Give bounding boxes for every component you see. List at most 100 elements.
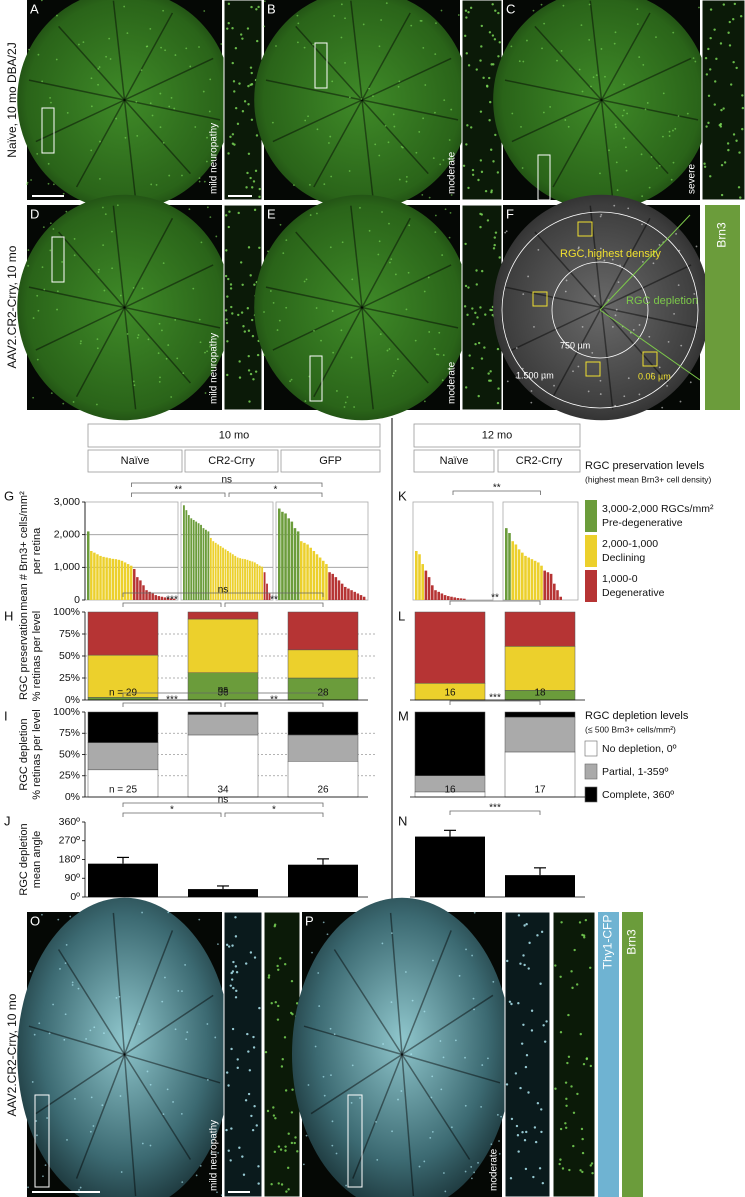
texture-dot [281,1058,284,1061]
header-label: Naïve [440,455,469,467]
texture-dot [614,404,617,407]
texture-dot [474,311,477,315]
y-axis-label: RGC depletion [18,823,30,895]
vessel [333,949,403,1055]
texture-dot [348,96,351,99]
texture-dot [90,105,93,108]
texture-dot [149,1083,152,1086]
retina-bar [163,597,167,600]
texture-dot [434,53,437,56]
texture-dot [249,66,253,69]
texture-dot [329,135,332,138]
texture-dot [247,152,251,155]
texture-dot [632,329,635,331]
texture-dot [314,1045,317,1048]
texture-dot [56,14,58,17]
texture-dot [343,406,346,408]
header-label: Naïve [121,455,150,467]
vessel [601,306,699,329]
texture-dot [195,1174,198,1177]
legend-label: Partial, 1-359º [602,766,668,778]
texture-dot [524,1065,528,1069]
texture-dot [472,997,475,1000]
texture-dot [493,243,496,247]
texture-dot [146,45,149,48]
texture-dot [258,246,261,249]
severity-label: mild neuropathy [209,123,220,194]
texture-dot [340,3,343,6]
texture-dot [679,400,682,403]
texture-dot [158,380,161,383]
texture-dot [475,68,478,71]
sample-box [532,291,548,307]
texture-dot [493,236,496,239]
texture-dot [480,170,484,174]
vessel [124,1053,221,1084]
texture-dot [720,163,724,167]
retina-bar [99,555,102,600]
texture-dot [464,1170,467,1173]
texture-dot [661,406,664,409]
retina-bar [530,559,534,600]
texture-dot [556,59,558,62]
significance-label: ** [493,483,501,494]
texture-dot [253,283,256,286]
texture-dot [440,1088,443,1091]
retina-bar [205,529,207,600]
texture-dot [136,134,139,137]
texture-dot [591,1171,594,1175]
texture-dot [138,1023,141,1025]
texture-dot [255,1124,258,1127]
texture-dot [331,1144,334,1147]
texture-dot [525,1130,528,1134]
texture-dot [146,1070,149,1073]
vessel [601,99,699,121]
texture-dot [500,1115,503,1118]
panel-letter: K [398,488,407,503]
texture-dot [430,1096,433,1099]
y-tick-label: 75% [59,727,80,739]
inset-strip [701,0,745,201]
y-tick-label: 0 [74,594,80,606]
legend-label: Degenerative [602,587,665,599]
texture-dot [232,986,235,990]
y-tick-label: 3,000 [54,496,80,508]
texture-dot [266,1109,270,1113]
texture-dot [271,121,274,124]
texture-dot [479,306,482,309]
texture-dot [132,380,135,383]
texture-dot [611,258,614,261]
texture-dot [89,1029,92,1032]
texture-dot [675,233,677,235]
texture-dot [600,213,603,216]
texture-dot [272,1106,275,1109]
texture-dot [666,384,669,387]
stack-segment [287,611,359,651]
retina-bar [440,593,444,600]
retina-bar [533,560,537,600]
texture-dot [655,36,657,39]
texture-dot [689,381,692,384]
texture-dot [562,4,565,7]
y-tick-label: 90º [64,872,80,884]
retina-bar [447,596,450,600]
texture-dot [99,140,101,143]
retina-bar [415,551,418,600]
stack-segment [87,742,159,771]
retina-bar [266,583,268,600]
vessel [57,949,126,1055]
texture-dot [464,284,468,288]
y-tick-label: 2,000 [54,528,80,540]
texture-dot [103,1032,105,1035]
texture-dot [32,396,35,399]
texture-dot [27,249,30,251]
texture-dot [627,377,630,380]
vessel [600,307,614,410]
radius-circle [501,211,699,409]
texture-dot [40,0,43,2]
texture-dot [427,276,430,279]
texture-dot [246,171,249,175]
texture-dot [263,0,266,3]
texture-dot [291,1088,294,1091]
texture-dot [225,1071,229,1074]
